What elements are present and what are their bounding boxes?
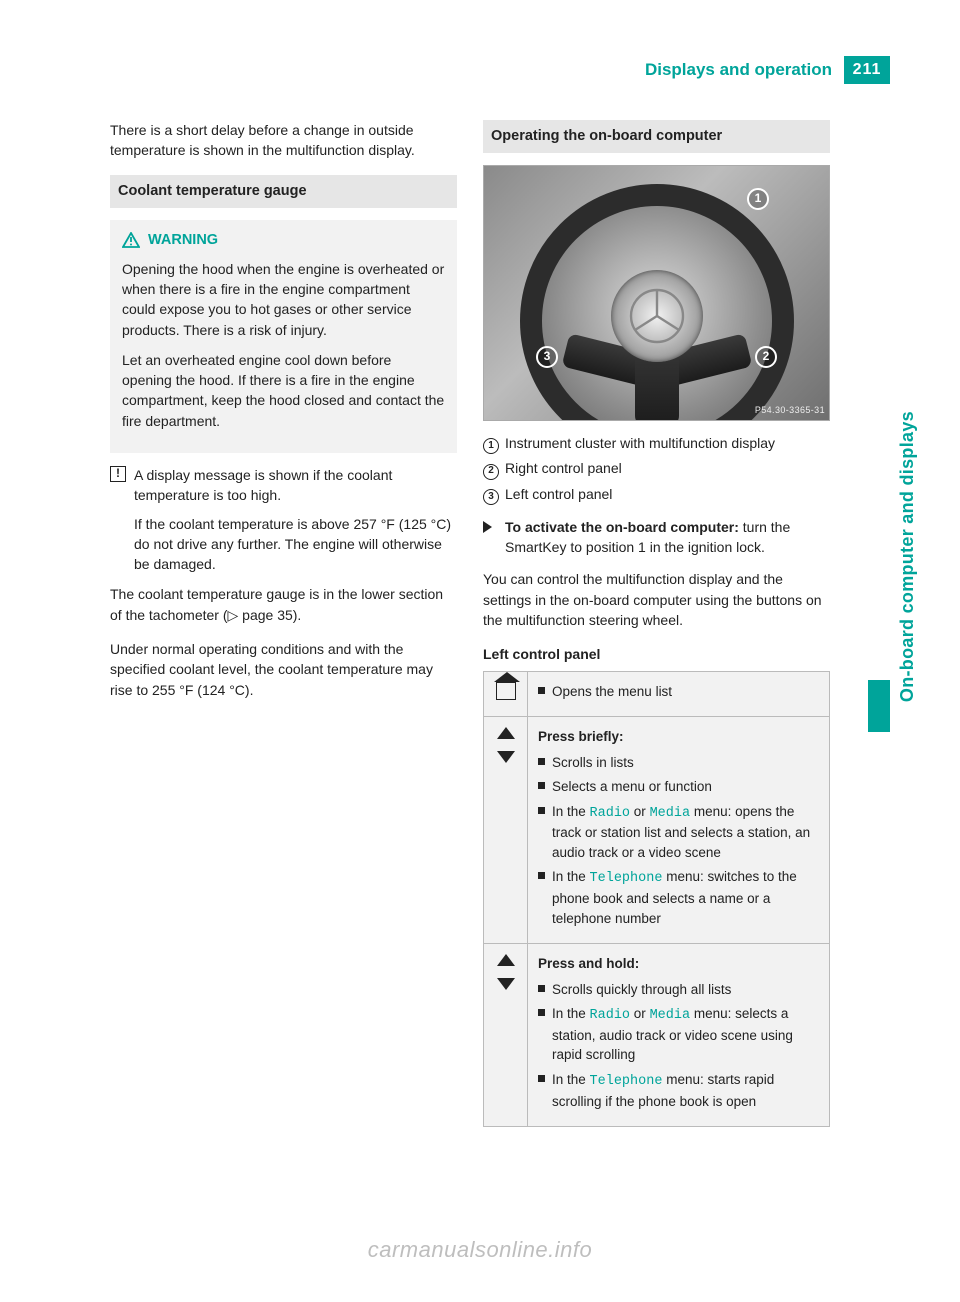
callout-legend: 1 Instrument cluster with multifunction d… — [483, 433, 830, 505]
row3-b3: In the Telephone menu: starts rapid scro… — [538, 1070, 819, 1111]
warning-label: WARNING — [148, 230, 218, 251]
left-column: There is a short delay before a change i… — [110, 120, 457, 1127]
arrow-down-icon — [497, 751, 515, 763]
arrows-cell-2 — [484, 944, 528, 1127]
side-tab-marker — [868, 680, 890, 732]
header-bar: Displays and operation 211 — [430, 56, 890, 84]
row3-head: Press and hold: — [538, 954, 819, 974]
table-row: Press and hold: Scrolls quickly through … — [484, 944, 830, 1127]
warning-box: WARNING Opening the hood when the engine… — [110, 220, 457, 453]
watermark: carmanualsonline.info — [368, 1234, 593, 1266]
activate-line: To activate the on-board computer: turn … — [483, 517, 830, 558]
arrow-up-icon — [497, 954, 515, 966]
home-button-cell — [484, 671, 528, 717]
arrows-cell — [484, 717, 528, 944]
legend-num-2: 2 — [483, 464, 499, 480]
steering-wheel-figure: 1 2 3 P54.30-3365-31 — [483, 165, 830, 421]
table-row: Press briefly: Scrolls in lists Selects … — [484, 717, 830, 944]
section-heading-coolant: Coolant temperature gauge — [110, 175, 457, 208]
activate-lead: To activate the on-board computer: — [505, 519, 743, 535]
control-button-table: Opens the menu list Press briefly: Scrol… — [483, 671, 830, 1128]
right-column: Operating the on-board computer 1 2 3 — [483, 120, 830, 1127]
row2-b4: In the Telephone menu: switches to the p… — [538, 867, 819, 928]
caution-icon: ! — [110, 466, 126, 482]
note-p2: If the coolant temperature is above 257 … — [134, 514, 457, 575]
side-tab-label: On-board computer and displays — [894, 411, 920, 702]
wheel-hub — [611, 270, 703, 362]
body-p2: Under normal operating conditions and wi… — [110, 639, 457, 700]
legend-text-3: Left control panel — [505, 484, 612, 505]
arrow-down-icon — [497, 978, 515, 990]
callout-1: 1 — [747, 188, 769, 210]
legend-num-3: 3 — [483, 489, 499, 505]
figure-id: P54.30-3365-31 — [755, 404, 825, 417]
intro-paragraph: There is a short delay before a change i… — [110, 120, 457, 161]
row2-b3: In the Radio or Media menu: opens the tr… — [538, 802, 819, 863]
arrow-up-icon — [497, 727, 515, 739]
wheel-illustration — [520, 184, 794, 421]
legend-text-1: Instrument cluster with multifunction di… — [505, 433, 775, 454]
triangle-bullet-icon — [483, 521, 492, 533]
legend-text-2: Right control panel — [505, 458, 622, 479]
home-icon — [496, 682, 516, 700]
header-title: Displays and operation — [645, 58, 844, 83]
row1-item: Opens the menu list — [538, 682, 819, 702]
warning-triangle-icon — [122, 232, 140, 248]
mercedes-logo-icon — [611, 270, 703, 362]
warning-p1: Opening the hood when the engine is over… — [122, 259, 445, 340]
page-number: 211 — [844, 56, 890, 84]
row2-b2: Selects a menu or function — [538, 777, 819, 797]
row2-b1: Scrolls in lists — [538, 753, 819, 773]
legend-num-1: 1 — [483, 438, 499, 454]
callout-2: 2 — [755, 346, 777, 368]
note-p1: A display message is shown if the coolan… — [134, 465, 457, 506]
body-p1: The coolant temperature gauge is in the … — [110, 584, 457, 625]
table-row: Opens the menu list — [484, 671, 830, 717]
row3-b2: In the Radio or Media menu: selects a st… — [538, 1004, 819, 1065]
row2-head: Press briefly: — [538, 727, 819, 747]
side-tab: On-board computer and displays — [866, 120, 890, 740]
warning-p2: Let an overheated engine cool down befor… — [122, 350, 445, 431]
row3-b1: Scrolls quickly through all lists — [538, 980, 819, 1000]
body-paragraph: You can control the multifunction displa… — [483, 569, 830, 630]
callout-3: 3 — [536, 346, 558, 368]
section-heading-operating: Operating the on-board computer — [483, 120, 830, 153]
panel-label: Left control panel — [483, 644, 830, 664]
